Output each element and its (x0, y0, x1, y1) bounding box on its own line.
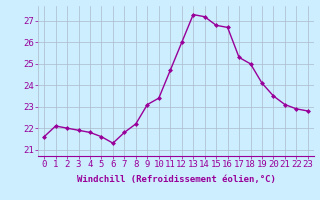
X-axis label: Windchill (Refroidissement éolien,°C): Windchill (Refroidissement éolien,°C) (76, 175, 276, 184)
